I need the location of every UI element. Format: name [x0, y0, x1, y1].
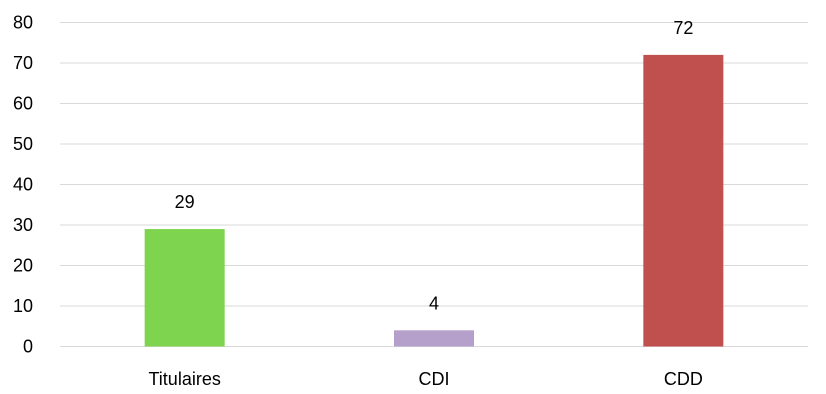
bar-titulaires [144, 229, 225, 347]
y-tick-label: 10 [13, 296, 33, 316]
data-label-cdd: 72 [673, 18, 693, 38]
y-tick-label: 60 [13, 94, 33, 114]
x-tick-label-titulaires: Titulaires [148, 369, 220, 389]
y-tick-label: 70 [13, 53, 33, 73]
x-tick-label-cdd: CDD [664, 369, 703, 389]
data-label-titulaires: 29 [175, 192, 195, 212]
y-tick-label: 50 [13, 134, 33, 154]
x-axis: Titulaires CDI CDD [148, 369, 702, 389]
y-tick-label: 80 [13, 13, 33, 33]
data-labels: 29 4 72 [175, 18, 694, 313]
x-tick-label-cdi: CDI [419, 369, 450, 389]
bar-cdi [394, 330, 474, 347]
data-label-cdi: 4 [429, 293, 439, 313]
y-tick-label: 20 [13, 256, 33, 276]
bar-cdd [643, 54, 724, 347]
y-axis: 0 10 20 30 40 50 60 70 80 [13, 13, 33, 357]
y-tick-label: 30 [13, 215, 33, 235]
y-tick-label: 0 [23, 337, 33, 357]
bars [144, 54, 724, 347]
y-tick-label: 40 [13, 175, 33, 195]
